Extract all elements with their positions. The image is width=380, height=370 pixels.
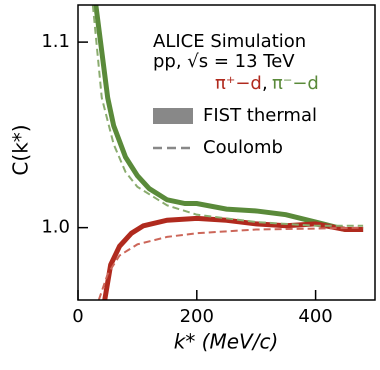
legend-label: Coulomb [203,137,283,158]
legend-swatch [153,108,193,124]
plot-frame [77,4,376,301]
thermal-band [93,5,364,232]
coulomb-line [91,5,364,227]
y-axis-label: C(k*) [9,124,33,175]
x-axis-label: k* (MeV/c) [174,330,279,354]
y-tick-label: 1.1 [41,31,70,52]
x-tick-label: 400 [298,306,332,327]
y-tick-label: 1.0 [41,217,70,238]
coulomb-line [97,226,364,300]
legend-separator: , [262,73,268,94]
annotation: ALICE Simulation [153,31,306,52]
legend-particle: π⁺−d [215,73,262,94]
legend-label: FIST thermal [203,105,317,126]
legend-particle: π⁻−d [272,73,319,94]
x-tick-label: 200 [180,306,214,327]
thermal-band [102,215,364,300]
x-tick-label: 0 [72,306,83,327]
annotation: pp, √s = 13 TeV [153,51,295,72]
